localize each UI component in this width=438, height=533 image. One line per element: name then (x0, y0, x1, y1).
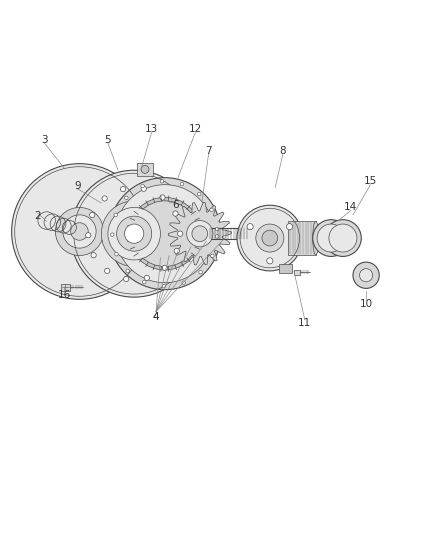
Circle shape (215, 228, 219, 231)
Circle shape (120, 187, 125, 192)
Circle shape (209, 208, 213, 212)
Circle shape (114, 213, 117, 216)
Circle shape (128, 197, 201, 270)
Circle shape (102, 196, 107, 201)
Text: 4: 4 (152, 312, 159, 322)
Circle shape (286, 224, 292, 230)
Circle shape (215, 235, 219, 238)
Circle shape (132, 201, 197, 266)
Circle shape (328, 224, 356, 252)
Circle shape (162, 265, 167, 270)
Circle shape (126, 269, 129, 272)
Text: 8: 8 (279, 146, 286, 156)
Circle shape (141, 184, 144, 188)
Circle shape (114, 253, 118, 256)
Ellipse shape (312, 221, 318, 255)
Circle shape (71, 223, 88, 240)
Circle shape (85, 233, 91, 238)
Text: 9: 9 (74, 181, 81, 190)
Circle shape (117, 216, 151, 251)
Circle shape (71, 170, 197, 297)
Circle shape (352, 262, 378, 288)
Circle shape (266, 258, 272, 264)
Circle shape (55, 207, 103, 255)
Circle shape (186, 221, 212, 247)
Circle shape (191, 226, 207, 241)
Circle shape (237, 205, 302, 271)
Text: 14: 14 (343, 203, 357, 213)
Circle shape (144, 275, 149, 280)
Circle shape (116, 184, 213, 282)
Bar (137, 163, 152, 175)
Circle shape (124, 196, 128, 200)
Text: 12: 12 (188, 124, 201, 134)
Circle shape (109, 177, 220, 290)
Text: 3: 3 (41, 135, 48, 144)
Text: 2: 2 (35, 211, 41, 221)
Circle shape (177, 231, 182, 236)
Circle shape (261, 230, 277, 246)
Circle shape (142, 280, 146, 284)
Circle shape (141, 165, 148, 173)
Circle shape (141, 186, 146, 191)
Circle shape (108, 207, 160, 260)
Bar (293, 270, 300, 275)
Circle shape (180, 182, 183, 186)
Text: 11: 11 (297, 318, 311, 328)
Bar (278, 264, 291, 273)
Circle shape (197, 192, 201, 196)
Circle shape (198, 270, 202, 274)
Circle shape (247, 224, 253, 230)
Text: 6: 6 (172, 200, 179, 210)
Text: 16: 16 (57, 290, 71, 300)
Circle shape (359, 269, 372, 282)
Circle shape (210, 254, 214, 257)
Circle shape (110, 233, 114, 236)
Bar (288, 221, 315, 255)
Text: 4: 4 (152, 312, 159, 322)
Circle shape (159, 195, 165, 200)
Text: 15: 15 (363, 176, 376, 186)
Bar (61, 284, 70, 290)
Circle shape (104, 268, 110, 273)
Circle shape (124, 224, 144, 243)
Circle shape (181, 281, 185, 285)
Circle shape (162, 285, 165, 288)
Text: 10: 10 (359, 298, 372, 309)
Text: 13: 13 (145, 124, 158, 134)
Circle shape (324, 220, 360, 256)
Circle shape (174, 248, 179, 254)
Circle shape (316, 224, 344, 252)
Circle shape (101, 201, 166, 266)
Text: 7: 7 (205, 146, 212, 156)
Circle shape (63, 215, 96, 248)
Circle shape (312, 220, 349, 256)
Text: 5: 5 (104, 135, 111, 144)
Circle shape (91, 253, 96, 258)
Circle shape (173, 211, 178, 216)
Circle shape (12, 164, 147, 300)
Circle shape (89, 212, 95, 217)
Polygon shape (168, 203, 231, 265)
Circle shape (255, 224, 283, 252)
Circle shape (123, 276, 128, 281)
Circle shape (160, 180, 163, 183)
